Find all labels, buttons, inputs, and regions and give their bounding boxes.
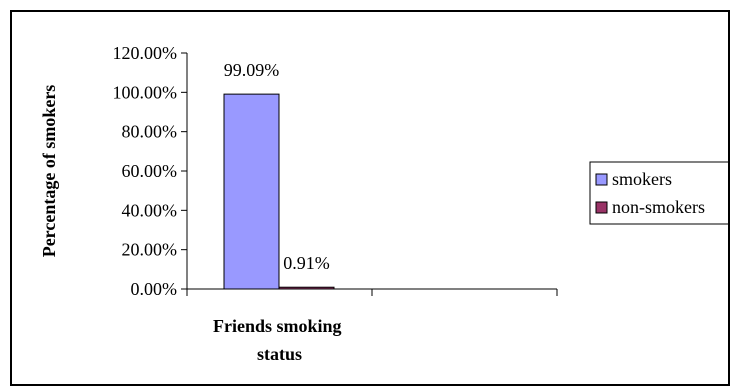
y-tick-label: 20.00% <box>122 240 178 260</box>
legend-label-smokers: smokers <box>612 169 672 189</box>
chart-frame: 0.00% 20.00% 40.00% 60.00% 80.00% 100.00% 120.… <box>10 10 730 386</box>
legend-box <box>589 161 728 225</box>
data-label-smokers: 99.09% <box>224 60 280 80</box>
y-tick-label: 60.00% <box>122 161 178 181</box>
legend-label-non-smokers: non-smokers <box>612 197 705 217</box>
x-category-label-line-2: status <box>257 344 302 364</box>
y-axis-ticks: 0.00% 20.00% 40.00% 60.00% 80.00% 100.00% 120.… <box>113 43 187 299</box>
data-label-non-smokers: 0.91% <box>283 253 330 273</box>
y-tick-label: 0.00% <box>131 279 178 299</box>
legend-swatch-smokers <box>595 173 608 186</box>
bar-chart: 0.00% 20.00% 40.00% 60.00% 80.00% 100.00% 120.… <box>39 43 728 364</box>
legend: smokers non-smokers <box>589 161 728 225</box>
legend-swatch-non-smokers <box>595 201 608 214</box>
y-tick-label: 80.00% <box>122 122 178 142</box>
x-category-label-line-1: Friends smoking <box>213 316 342 336</box>
y-tick-label: 120.00% <box>113 43 178 63</box>
y-tick-label: 100.00% <box>113 82 178 102</box>
x-axis-ticks <box>186 289 558 296</box>
bar-smokers <box>223 93 280 290</box>
data-labels: 99.09% 0.91% <box>224 60 330 273</box>
x-category-label: Friends smoking status <box>213 316 346 364</box>
y-axis-title: Percentage of smokers <box>39 85 59 258</box>
y-tick-label: 40.00% <box>122 200 178 220</box>
